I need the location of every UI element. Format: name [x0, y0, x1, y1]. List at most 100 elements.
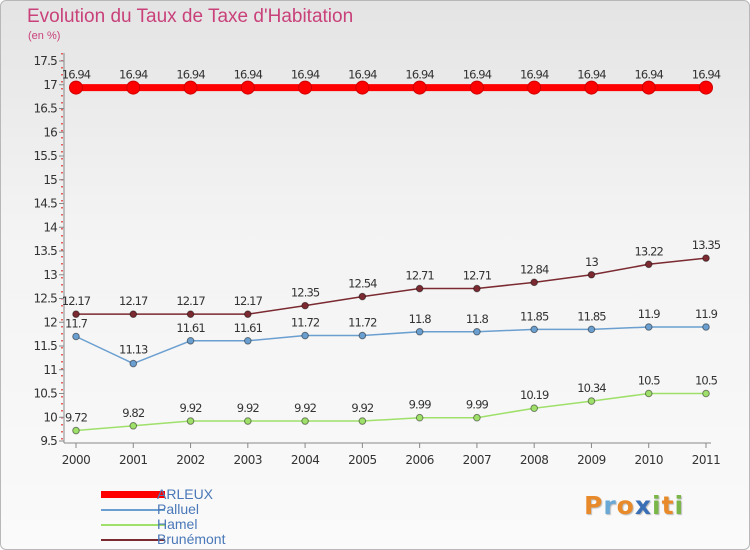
x-tick-label: 2005 [348, 453, 377, 467]
series-brunémont [72, 254, 710, 318]
data-label: 12.17 [176, 294, 205, 308]
data-point [301, 301, 309, 310]
data-point [72, 332, 80, 341]
legend-swatch [101, 539, 165, 541]
data-label: 9.99 [409, 398, 432, 412]
data-label: 16.94 [348, 68, 377, 82]
logo-letter: x [634, 491, 652, 520]
x-tick-label: 2011 [692, 453, 721, 467]
data-label: 12.71 [405, 269, 434, 283]
data-point [530, 325, 538, 334]
data-label: 16.94 [234, 68, 263, 82]
data-label: 12.17 [234, 294, 263, 308]
data-label: 12.17 [62, 294, 91, 308]
data-point [641, 80, 656, 95]
data-label: 13.22 [635, 244, 664, 258]
chart-subtitle: (en %) [28, 30, 61, 42]
data-label: 10.5 [695, 374, 718, 388]
data-label: 12.17 [119, 294, 148, 308]
x-tick-label: 2009 [577, 453, 606, 467]
data-point [358, 331, 367, 340]
data-point [644, 323, 653, 331]
x-tick-label: 2000 [62, 453, 91, 467]
data-point [240, 80, 255, 95]
x-tick-label: 2001 [119, 453, 148, 467]
y-tick-label: 14 [43, 220, 57, 234]
data-point [186, 336, 195, 345]
data-label: 11.7 [65, 317, 88, 331]
data-label: 9.92 [180, 401, 203, 415]
series-line [75, 392, 706, 432]
chart-series [69, 80, 713, 435]
data-label: 16.94 [176, 68, 205, 82]
data-point [355, 80, 370, 95]
series-line [75, 326, 706, 365]
data-label: 12.71 [463, 269, 492, 283]
data-point [126, 80, 141, 95]
y-tick-label: 15.5 [33, 149, 57, 163]
series-arleux [69, 80, 713, 95]
legend-label: Brunémont [157, 531, 226, 547]
data-point [587, 325, 596, 334]
data-label: 11.8 [466, 312, 489, 326]
legend-swatch [101, 509, 165, 511]
y-tick-label: 15 [43, 173, 57, 187]
data-point [699, 80, 713, 95]
y-tick-label: 13 [43, 268, 57, 282]
data-point [644, 260, 653, 269]
logo-letter: i [652, 491, 662, 520]
data-point [473, 284, 481, 293]
series-palluel [72, 323, 710, 368]
legend-swatch [101, 491, 165, 498]
data-point [298, 80, 313, 95]
data-point [587, 397, 596, 405]
data-point [183, 80, 198, 95]
x-tick-label: 2004 [291, 453, 320, 467]
series-line [76, 257, 707, 315]
data-point [415, 284, 424, 293]
y-tick-label: 12.5 [33, 292, 57, 306]
y-tick-label: 14.5 [33, 197, 57, 211]
data-label: 9.92 [237, 401, 260, 415]
data-label: 16.94 [635, 68, 664, 82]
data-point [530, 404, 538, 413]
data-point [415, 327, 424, 336]
data-point [358, 292, 367, 301]
data-label: 16.94 [119, 68, 148, 82]
data-point [702, 254, 710, 262]
data-point [72, 426, 80, 435]
data-label: 9.92 [294, 401, 317, 415]
y-tick-label: 11.5 [33, 339, 57, 353]
data-point [527, 80, 542, 95]
data-label: 11.9 [638, 307, 661, 321]
x-tick-label: 2010 [634, 453, 663, 467]
legend-label: Hamel [157, 516, 198, 532]
data-point [415, 413, 424, 422]
logo-letter: P [584, 491, 604, 520]
y-tick-label: 10 [43, 410, 57, 424]
chart-data-labels: 16.94 16.94 16.94 16.94 16.94 16.94 16.94 16.94… [62, 68, 722, 425]
data-label: 13.35 [692, 238, 721, 252]
data-point [644, 389, 653, 398]
y-tick-label: 13.5 [33, 244, 57, 258]
data-label: 11.8 [409, 312, 432, 326]
data-label: 11.72 [348, 316, 377, 330]
data-point [358, 417, 367, 425]
data-point [129, 422, 138, 430]
logo-letter: i [674, 491, 685, 520]
data-point [702, 323, 710, 331]
y-tick-label: 16 [43, 125, 57, 139]
legend-label: ARLEUX [157, 486, 214, 502]
logo-letter: r [603, 491, 617, 520]
x-tick-label: 2008 [520, 453, 549, 467]
y-tick-label: 11 [43, 363, 57, 377]
y-tick-label: 16.5 [33, 102, 57, 116]
data-label: 11.61 [234, 321, 263, 335]
data-label: 9.72 [65, 411, 88, 425]
data-point [301, 417, 309, 425]
data-label: 16.94 [577, 68, 606, 82]
chart-axes: 9.5 10 10.5 11 11.5 12 12.5 13 13.5 14 14.5 15 15.5 1… [33, 53, 721, 467]
y-tick-label: 12 [43, 315, 57, 329]
